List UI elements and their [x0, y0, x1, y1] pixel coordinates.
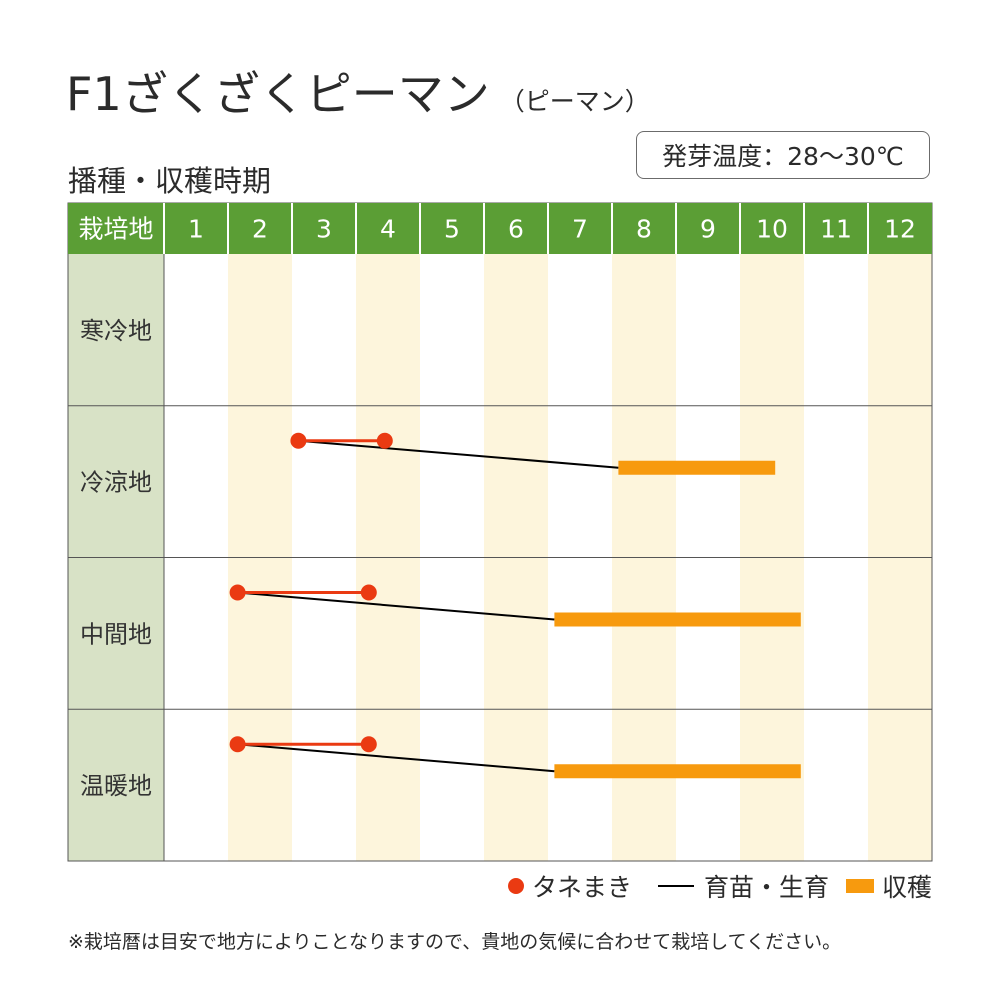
legend-item-growing: 育苗・生育 [658, 868, 829, 904]
germination-temperature-badge: 発芽温度：28～30℃ [636, 131, 930, 179]
sowing-end-dot-4 [360, 736, 377, 753]
month-label-5: 5 [444, 215, 460, 244]
sowing-dot-icon [508, 878, 524, 894]
region-label-3: 中間地 [80, 620, 152, 648]
section-title: 播種・収穫時期 [68, 164, 272, 198]
growing-line-2 [298, 439, 619, 469]
month-label-9: 9 [700, 215, 716, 244]
sowing-start-dot-2 [290, 432, 307, 449]
legend-item-harvest: 収穫 [846, 868, 932, 904]
legend-item-sowing: タネまき [508, 868, 632, 904]
germination-temperature-text: 発芽温度：28～30℃ [662, 142, 904, 171]
month-label-4: 4 [380, 215, 396, 244]
footer-note: ※栽培暦は目安で地方によりことなりますので、貴地の気候に合わせて栽培してください… [68, 931, 842, 953]
region-label-1: 寒冷地 [80, 317, 152, 345]
month-label-7: 7 [572, 215, 588, 244]
harvest-bar-3 [554, 612, 801, 627]
legend-label-growing: 育苗・生育 [704, 873, 830, 902]
sowing-end-dot-2 [376, 432, 393, 449]
month-label-10: 10 [756, 215, 788, 244]
region-label-2: 冷涼地 [80, 469, 152, 497]
harvest-bar-2 [618, 460, 776, 475]
sowing-start-dot-4 [229, 736, 246, 753]
month-label-11: 11 [820, 215, 852, 244]
sowing-end-dot-3 [360, 584, 377, 601]
region-label-4: 温暖地 [80, 772, 152, 800]
month-label-1: 1 [188, 215, 204, 244]
header-band [68, 203, 932, 254]
sowing-start-dot-3 [229, 584, 246, 601]
month-label-8: 8 [636, 215, 652, 244]
growing-line-icon [658, 885, 694, 887]
corner-label: 栽培地 [78, 215, 153, 244]
month-label-2: 2 [252, 215, 268, 244]
page-title: F1ざくざくピーマン （ピーマン） [66, 58, 650, 124]
growing-line-3 [237, 591, 555, 621]
legend-label-sowing: タネまき [532, 873, 633, 902]
harvest-bar-icon [846, 879, 874, 893]
month-label-3: 3 [316, 215, 332, 244]
month-label-6: 6 [508, 215, 524, 244]
growing-line-4 [237, 743, 555, 773]
harvest-bar-4 [554, 764, 801, 779]
legend-label-harvest: 収穫 [882, 873, 933, 902]
title-subtitle: （ピーマン） [499, 87, 650, 116]
month-label-12: 12 [884, 215, 916, 244]
title-text: F1ざくざくピーマン [66, 67, 490, 121]
legend: タネまき 育苗・生育 収穫 [508, 868, 938, 904]
